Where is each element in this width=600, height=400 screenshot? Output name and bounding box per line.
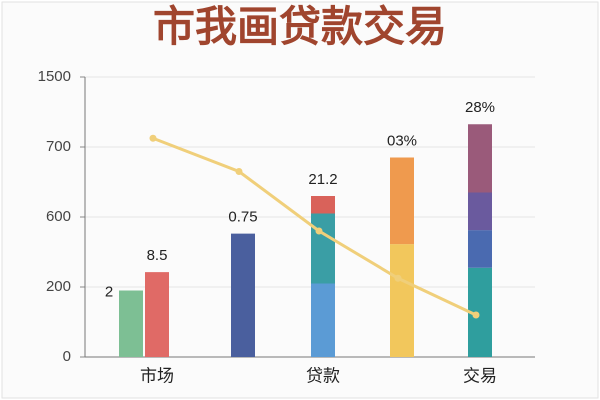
bar-annotation: 21.2	[308, 171, 337, 188]
bar-segment	[311, 283, 335, 357]
y-tick-label: 0	[63, 348, 71, 365]
line-point	[394, 274, 402, 282]
bar-segment	[311, 213, 335, 284]
chart-title: 市我画贷款交易	[153, 3, 447, 50]
bar-segment	[468, 124, 492, 193]
line-point	[472, 311, 480, 319]
bar-segment	[390, 244, 414, 357]
y-tick-label: 700	[46, 138, 71, 155]
bar-annotation: 8.5	[147, 247, 168, 264]
bar-segment	[468, 230, 492, 268]
y-tick-label: 600	[46, 208, 71, 225]
y-tick-label: 1500	[38, 68, 71, 85]
line-point	[235, 168, 243, 175]
x-tick-label: 市场	[140, 366, 174, 385]
bar-segment	[119, 290, 143, 357]
line-point	[149, 134, 157, 142]
bar-annotation: 28%	[465, 99, 495, 116]
x-tick-label: 交易	[463, 366, 497, 385]
x-tick-label: 贷款	[306, 366, 340, 385]
line-point	[315, 227, 323, 235]
bar-segment	[145, 272, 169, 357]
bar-segment	[231, 233, 255, 357]
bar-segment	[468, 192, 492, 231]
bar-annotation: 03%	[387, 132, 417, 149]
bar-segment	[390, 157, 414, 245]
bar-annotation: 2	[105, 283, 113, 300]
y-tick-label: 200	[46, 278, 71, 295]
bar-annotation: 0.75	[228, 209, 257, 226]
bar-segment	[311, 196, 335, 214]
